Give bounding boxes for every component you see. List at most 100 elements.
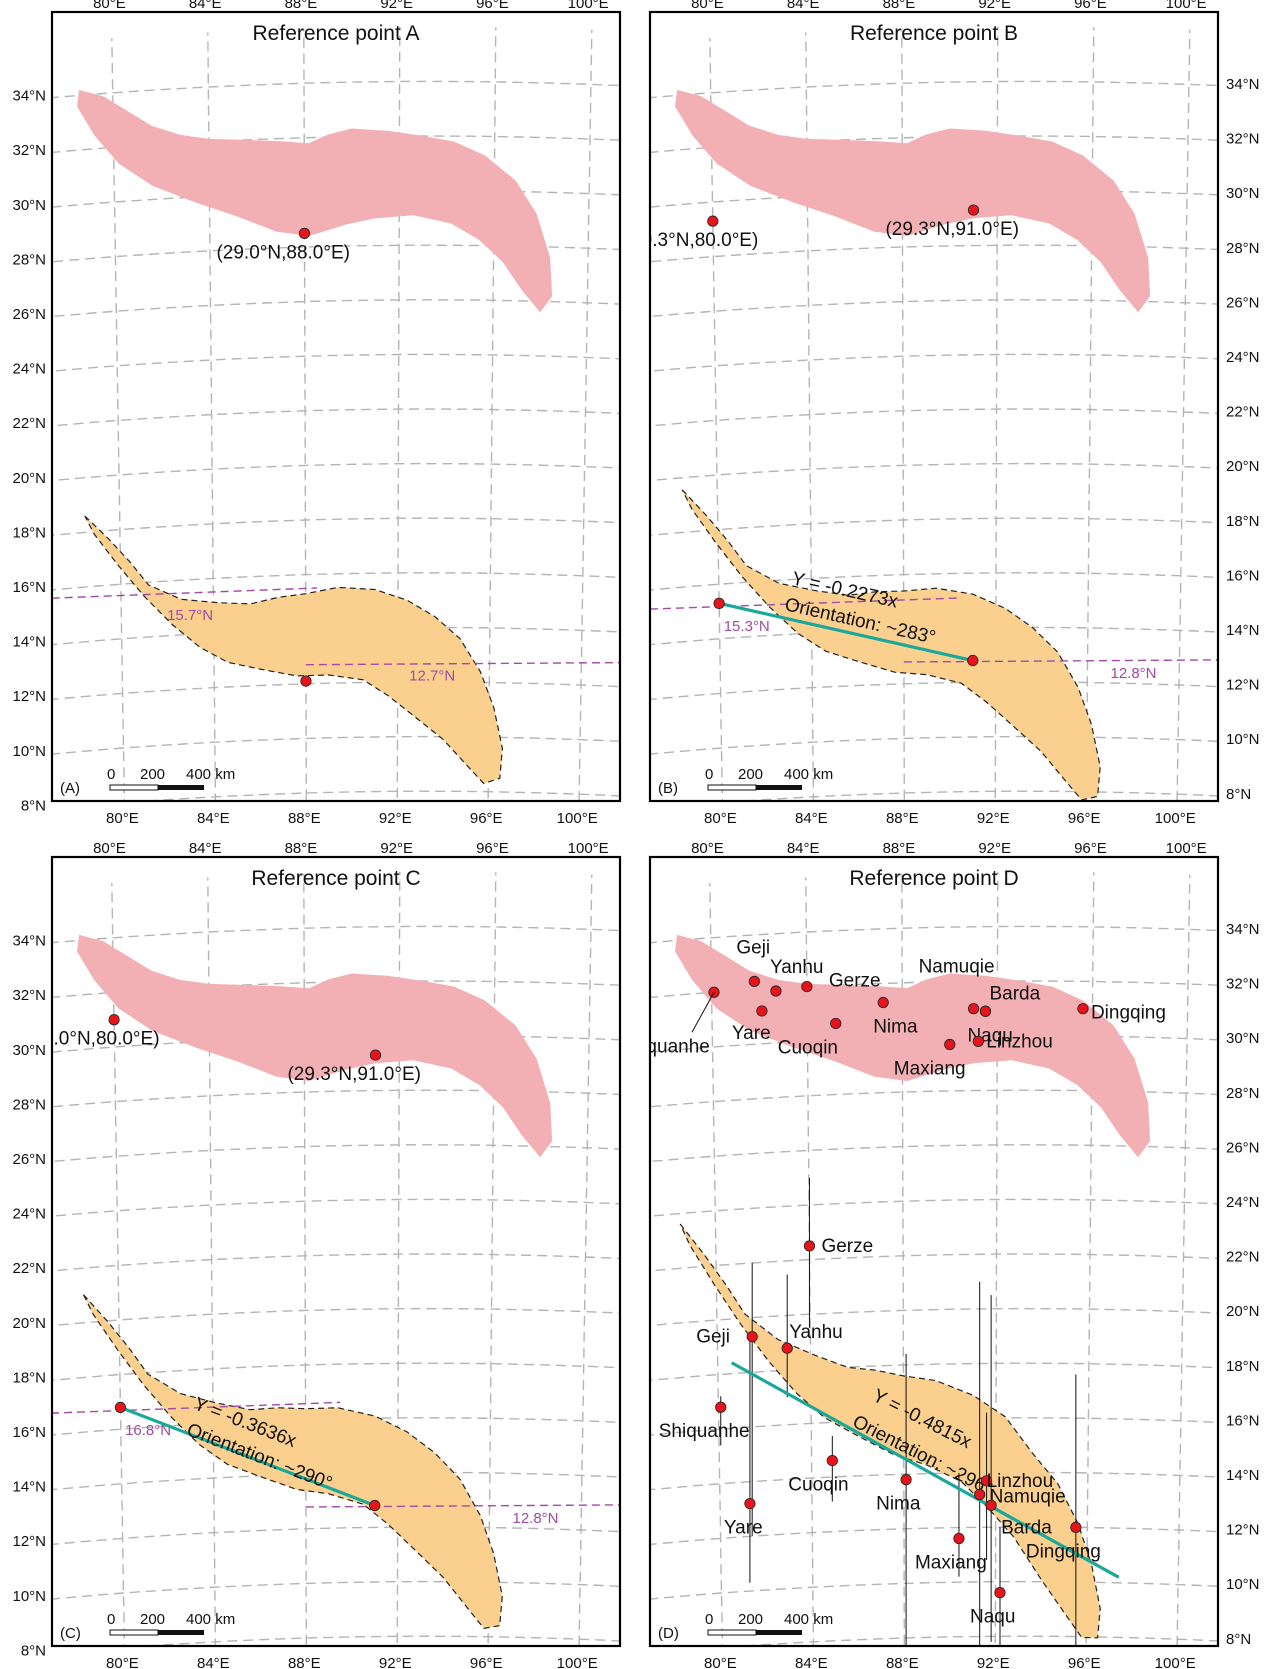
lat-label: 34°N <box>1226 76 1260 93</box>
meridian-line <box>614 891 633 1669</box>
lon-label-top: 100°E <box>1166 840 1207 857</box>
meridian-line <box>614 46 633 865</box>
parallel-line <box>52 572 620 591</box>
site-label: Linzhou <box>986 1031 1053 1052</box>
meridian-line <box>1176 874 1191 1646</box>
lon-label-top: 80°E <box>93 0 126 12</box>
parallel-line <box>52 1089 620 1108</box>
fit-line <box>119 1405 376 1508</box>
lhasa-south-block <box>681 489 1101 801</box>
lat-label: 32°N <box>12 142 46 159</box>
lat-label: 26°N <box>1226 1139 1260 1156</box>
site-label: Cuoqin <box>788 1475 848 1496</box>
site-label: Maxiang <box>915 1552 987 1573</box>
lat-label: 26°N <box>1226 294 1260 311</box>
reference-point-label: (29.3°N,91.0°E) <box>885 219 1018 240</box>
panel-title: Reference point D <box>849 867 1018 890</box>
site-marker <box>830 1017 842 1030</box>
site-marker <box>980 1475 993 1487</box>
lat-label: 12°N <box>1226 1522 1260 1539</box>
site-marker <box>979 1005 992 1017</box>
site-label: Yanhu <box>770 957 824 978</box>
lon-label-bottom: 88°E <box>288 810 321 827</box>
meridian-line <box>709 38 724 801</box>
scale-bar-label: 200 <box>140 766 165 783</box>
lat-label: 16°N <box>12 1424 46 1441</box>
reference-point <box>369 1049 382 1061</box>
lat-label: 30°N <box>12 197 46 214</box>
lat-label: 12°N <box>1226 677 1260 694</box>
lon-label-bottom: 96°E <box>470 1655 503 1669</box>
lon-label-top: 100°E <box>1166 0 1207 12</box>
meridian-line <box>578 874 593 1646</box>
site-marker <box>803 1240 816 1252</box>
meridian-line <box>396 871 401 1646</box>
lat-label: 12°N <box>12 1533 46 1550</box>
lon-label-top: 96°E <box>476 0 509 12</box>
parallel-line <box>650 1307 1218 1327</box>
scale-bar: 0 200 400 km <box>107 766 235 791</box>
lat-label: 28°N <box>1226 1085 1260 1102</box>
lat-label: 30°N <box>1226 1030 1260 1047</box>
parallel-line <box>735 1635 1218 1646</box>
site-label: Yanhu <box>789 1322 843 1343</box>
lon-label-top: 80°E <box>691 0 724 12</box>
paleolatitude-line <box>903 659 1218 663</box>
lon-label-top: 84°E <box>787 840 820 857</box>
lon-label-bottom: 96°E <box>1068 1655 1101 1669</box>
lon-label-top: 80°E <box>93 840 126 857</box>
meridian-line <box>1085 27 1095 801</box>
map-area: 15.7°N 12.7°N (29.0°N,88.0°E) <box>52 26 620 801</box>
site-marker <box>994 1587 1006 1599</box>
lat-label: 8°N <box>21 797 46 814</box>
paleolatitude-line <box>305 1504 620 1508</box>
lon-label-top: 100°E <box>568 840 609 857</box>
parallel-line <box>650 1253 1218 1272</box>
lat-label: 20°N <box>12 1315 46 1332</box>
site-marker <box>770 985 782 997</box>
lat-label: 32°N <box>1226 131 1260 148</box>
panel-frame <box>50 855 622 1648</box>
meridian-line <box>994 871 999 1646</box>
lon-label-top: 100°E <box>568 0 609 12</box>
map-panel-a: 15.7°N 12.7°N (29.0°N,88.0°E) Reference poi… <box>12 0 622 827</box>
reference-point-label: (29.3°N,80.0°E) <box>625 230 758 251</box>
lon-label-bottom: 96°E <box>1068 810 1101 827</box>
site-marker <box>1077 1003 1089 1015</box>
parallel-line <box>52 1253 620 1272</box>
parallel-line <box>52 1307 620 1327</box>
lat-label: 28°N <box>12 251 46 268</box>
panel-letter: (B) <box>658 780 678 797</box>
lon-label-top: 80°E <box>691 840 724 857</box>
lat-label: 8°N <box>21 1642 46 1659</box>
lat-label: 34°N <box>12 88 46 105</box>
scale-bar-label: 400 km <box>186 766 235 783</box>
site-label: Namuqie <box>919 957 995 978</box>
parallel-line <box>650 244 1218 263</box>
panel-frame <box>648 10 1220 803</box>
graticule <box>16 871 620 1669</box>
lat-label: 34°N <box>1226 921 1260 938</box>
paleolatitude-line <box>52 1401 341 1414</box>
parallel-line <box>650 299 1218 318</box>
paleolatitude-label: 12.8°N <box>1110 665 1156 682</box>
site-marker <box>1070 1521 1082 1533</box>
parallel-line <box>735 790 1218 801</box>
site-marker <box>900 1474 912 1486</box>
parallel-line <box>52 353 620 372</box>
lon-label-top: 92°E <box>380 0 413 12</box>
parallel-line <box>650 1471 1218 1491</box>
panel-title: Reference point B <box>850 22 1018 45</box>
reference-point <box>967 204 980 216</box>
parallel-line <box>52 681 620 701</box>
scale-bar-label: 200 <box>738 1611 763 1628</box>
scale-bar-label: 0 <box>705 766 713 783</box>
meridian-line <box>16 891 35 1669</box>
lat-label: 18°N <box>12 524 46 541</box>
paleolatitude-label: 12.8°N <box>512 1510 558 1527</box>
meridian-line <box>901 28 906 801</box>
scale-bar-label: 400 km <box>784 1611 833 1628</box>
